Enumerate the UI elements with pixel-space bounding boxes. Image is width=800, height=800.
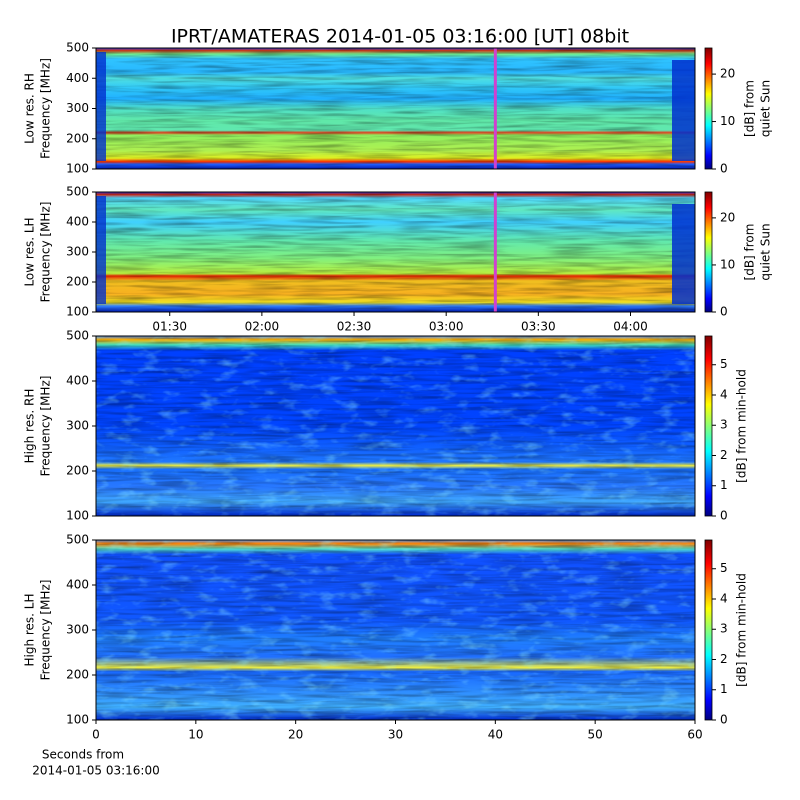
colorbar-tick-label: 5 (720, 561, 728, 575)
colorbar-tick-label: 5 (720, 357, 728, 371)
y-axis-label: Low res. LH (23, 217, 37, 286)
colorbar-tick-label: 1 (720, 682, 728, 696)
x-tick-label: 02:30 (337, 320, 372, 334)
y-tick-label: 200 (66, 131, 89, 145)
y-tick-label: 200 (66, 275, 89, 289)
x-tick-label: 01:30 (152, 320, 187, 334)
y-tick-label: 200 (66, 668, 89, 682)
colorbar-tick-label: 0 (720, 509, 728, 523)
x-tick-label: 20 (288, 728, 303, 742)
y-tick-label: 500 (66, 185, 89, 199)
figure-title: IPRT/AMATERAS 2014-01-05 03:16:00 [UT] 0… (171, 26, 629, 48)
panel: 100 200 300 400 500 High res. RH Frequency [MH… (23, 329, 749, 523)
x-tick-label: 03:00 (429, 320, 464, 334)
y-tick-label: 100 (66, 305, 89, 319)
y-tick-label: 500 (66, 329, 89, 343)
colorbar-label: quiet Sun (759, 80, 773, 137)
colorbar (704, 191, 713, 313)
y-tick-label: 100 (66, 162, 89, 176)
colorbar-label: [dB] from (743, 224, 757, 281)
y-tick-label: 100 (66, 713, 89, 727)
colorbar-tick-label: 10 (720, 257, 735, 271)
x-tick-label: 0 (92, 728, 100, 742)
y-tick-label: 400 (66, 374, 89, 388)
colorbar-tick-label: 1 (720, 478, 728, 492)
y-tick-label: 200 (66, 464, 89, 478)
colorbar-tick-label: 4 (720, 591, 728, 605)
y-tick-label: 500 (66, 533, 89, 547)
colorbar-label: quiet Sun (759, 223, 773, 280)
y-tick-label: 400 (66, 71, 89, 85)
x-axis-label: 2014-01-05 03:16:00 (32, 764, 159, 778)
y-axis-label: High res. LH (23, 593, 37, 666)
colorbar-tick-label: 4 (720, 387, 728, 401)
colorbar (704, 47, 713, 170)
colorbar-tick-label: 20 (720, 210, 735, 224)
edge-strip (672, 204, 695, 304)
y-axis-label: Low res. RH (23, 73, 37, 144)
y-axis-label: Frequency [MHz] (39, 58, 53, 159)
x-axis-label: Seconds from (42, 748, 124, 762)
x-tick-label: 50 (588, 728, 603, 742)
colorbar-tick-label: 10 (720, 114, 735, 128)
y-axis-label: High res. RH (23, 389, 37, 464)
colorbar-tick-label: 20 (720, 67, 735, 81)
edge-strip (96, 52, 106, 161)
y-axis-label: Frequency [MHz] (39, 580, 53, 681)
colorbar-tick-label: 3 (720, 418, 728, 432)
colorbar (704, 539, 713, 721)
edge-strip (96, 196, 106, 304)
colorbar (704, 335, 713, 517)
x-tick-label: 60 (687, 728, 702, 742)
colorbar-label: [dB] from min-hold (735, 573, 749, 687)
y-tick-label: 500 (66, 41, 89, 55)
y-tick-label: 300 (66, 623, 89, 637)
y-tick-label: 100 (66, 509, 89, 523)
colorbar-tick-label: 2 (720, 652, 728, 666)
spectrogram-texture (96, 48, 695, 169)
colorbar-tick-label: 3 (720, 622, 728, 636)
x-tick-label: 02:00 (245, 320, 280, 334)
colorbar-tick-label: 2 (720, 448, 728, 462)
y-tick-label: 300 (66, 419, 89, 433)
x-tick-label: 10 (188, 728, 203, 742)
colorbar-tick-label: 0 (720, 162, 728, 176)
spectrogram-texture (96, 540, 695, 720)
spectrogram-texture (96, 192, 695, 312)
colorbar-tick-label: 0 (720, 713, 728, 727)
x-tick-label: 30 (388, 728, 403, 742)
spectrogram-texture (96, 336, 695, 516)
y-tick-label: 300 (66, 101, 89, 115)
y-tick-label: 300 (66, 245, 89, 259)
y-tick-label: 400 (66, 578, 89, 592)
y-tick-label: 400 (66, 215, 89, 229)
colorbar-label: [dB] from min-hold (735, 369, 749, 483)
y-axis-label: Frequency [MHz] (39, 376, 53, 477)
x-tick-label: 04:00 (613, 320, 648, 334)
x-tick-label: 40 (488, 728, 503, 742)
colorbar-tick-label: 0 (720, 305, 728, 319)
colorbar-label: [dB] from (743, 80, 757, 137)
x-tick-label: 03:30 (521, 320, 556, 334)
y-axis-label: Frequency [MHz] (39, 202, 53, 303)
edge-strip (672, 60, 695, 161)
